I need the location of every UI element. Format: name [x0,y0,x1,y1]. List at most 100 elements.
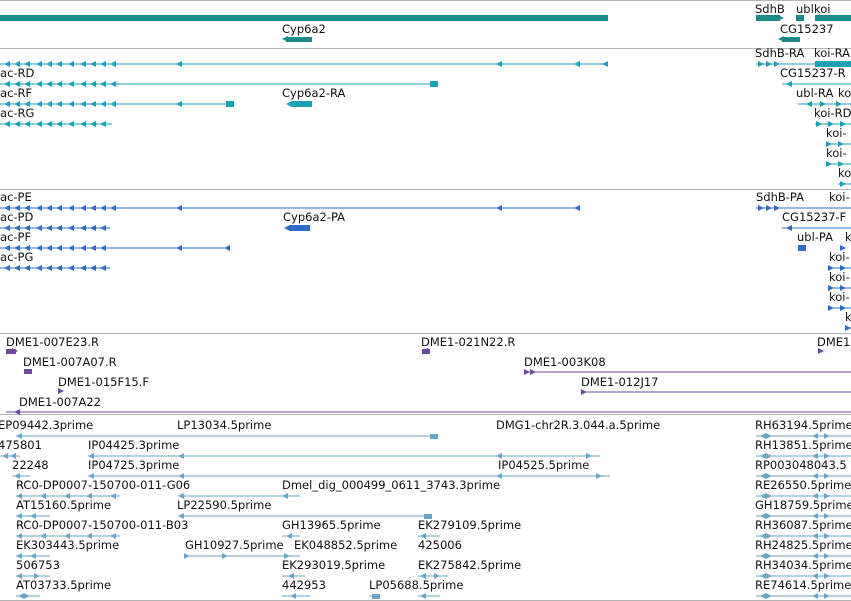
est-label[interactable]: 475801 [0,438,42,452]
strand-arrow [68,81,74,87]
transcript-label[interactable]: SdhB-RA [755,46,805,60]
protein-label[interactable]: koi- [829,250,850,264]
feature-block [756,15,780,21]
protein-label[interactable]: oac-PG [0,250,34,264]
est-label[interactable]: EK048852.5prime [294,538,398,552]
strand-arrow [4,61,10,67]
est-label[interactable]: 506753 [16,558,60,572]
est-label[interactable]: EP09442.3prime [0,418,94,432]
est-label[interactable]: RP003048043.5 [755,458,847,472]
strand-arrow [24,205,30,211]
est-label[interactable]: Dmel_dig_000499_0611_3743.3prime [282,478,501,492]
strand-arrow [766,61,772,67]
strand-arrow [824,433,830,439]
est-label[interactable]: GH13965.5prime [282,518,381,532]
transcript-label[interactable]: oac-RF [0,86,33,100]
protein-label[interactable]: oac-PD [0,210,34,224]
protein-label[interactable]: oac-PE [0,190,32,204]
est-label[interactable]: RH24825.5prime [755,538,851,552]
protein-label[interactable]: koi- [829,190,850,204]
est-label[interactable]: IP04725.3prime [88,458,180,472]
protein-label[interactable]: k [845,230,851,244]
transcript-label[interactable]: ko [838,166,851,180]
protein-label[interactable]: oac-PF [0,230,32,244]
est-label[interactable]: 22248 [12,458,49,472]
est-label[interactable]: LP13034.5prime [177,418,272,432]
est-label[interactable]: RH63194.5prime [755,418,851,432]
transcript-label[interactable]: koi- [826,146,847,160]
strand-arrow [586,453,592,459]
strand-arrow [90,205,96,211]
est-label[interactable]: LP22590.5prime [177,498,272,512]
strand-arrow [12,348,18,354]
strand-arrow [110,61,116,67]
protein-label[interactable]: k [845,310,851,324]
est-label[interactable]: 425006 [418,538,462,552]
protein-label[interactable]: SdhB-PA [756,190,804,204]
est-label[interactable]: LP05688.5prime [369,578,464,592]
bac-label[interactable]: DME1-015F15.F [58,375,149,389]
est-label[interactable]: EK293019.5prime [282,558,386,572]
gene-label-koi[interactable]: koi [814,2,831,16]
bac-label[interactable]: DME1-003K08 [524,355,606,369]
transcript-label[interactable]: ubl-RA [796,86,834,100]
gene-label-ubl[interactable]: ubl [796,2,814,16]
protein-label[interactable]: ubl-PA [797,230,833,244]
est-label[interactable]: DMG1-chr2R.3.044.a.5prime [496,418,661,432]
est-label[interactable]: IP04425.3prime [88,438,180,452]
est-label[interactable]: AT15160.5prime [16,498,112,512]
strand-arrow [80,101,86,107]
protein-label[interactable]: koi- [829,270,850,284]
transcript-label[interactable]: ko [838,86,851,100]
transcript-label[interactable]: oac-RD [0,66,35,80]
est-label[interactable]: EK303443.5prime [16,538,120,552]
est-label[interactable]: AT03733.5prime [16,578,112,592]
bac-label[interactable]: DME1-021N22.R [421,335,516,349]
est-label[interactable]: IP04525.5prime [498,458,590,472]
est-label[interactable]: RE74614.5prime [755,578,851,592]
transcript-label[interactable]: koi-RD [814,106,851,120]
bac-label[interactable]: DME1-012J17 [581,375,659,389]
strand-arrow [766,513,772,519]
transcript-label[interactable]: koi-RA [814,46,851,60]
strand-arrow [36,265,42,271]
transcript-label[interactable]: CG15237-R [780,66,846,80]
gene-label-sdhb[interactable]: SdhB [755,2,785,16]
feature-block [372,594,380,599]
protein-label[interactable]: koi- [829,290,850,304]
est-label[interactable]: RH36087.5prime [755,518,851,532]
strand-arrow [4,205,10,211]
transcript-label[interactable]: oac-RG [0,106,35,120]
bac-label[interactable]: DME1-007A22 [19,395,101,409]
gene-label-cg15237[interactable]: CG15237 [780,22,834,36]
bac-label[interactable]: DME1-007A07.R [23,355,117,369]
transcript-label[interactable]: Cyp6a2-RA [282,86,346,100]
feature-block [796,15,804,21]
bac-label[interactable]: DME1-007E23.R [6,335,100,349]
strand-arrow [24,101,30,107]
est-label[interactable]: RC0-DP0007-150700-011-G06 [16,478,191,492]
gene-label-cyp6a2[interactable]: Cyp6a2 [282,22,326,36]
est-label[interactable]: RH13851.5prime [755,438,851,452]
strand-arrow [824,473,830,479]
protein-label[interactable]: CG15237-F [782,210,847,224]
strand-arrow [496,453,502,459]
est-label[interactable]: EK275842.5prime [418,558,522,572]
transcript-label[interactable]: koi- [826,126,847,140]
est-label[interactable]: 442953 [282,578,326,592]
strand-arrow [840,245,846,251]
est-label[interactable]: EK279109.5prime [418,518,522,532]
strand-arrow [284,225,290,231]
est-label[interactable]: RC0-DP0007-150700-011-B03 [16,518,189,532]
est-label[interactable]: RH34034.5prime [755,558,851,572]
bac-label[interactable]: DME1 [817,335,851,349]
strand-arrow [286,101,292,107]
protein-label[interactable]: Cyp6a2-PA [283,210,346,224]
est-label[interactable]: GH10927.5prime [185,538,284,552]
strand-arrow [14,265,20,271]
strand-arrow [68,205,74,211]
est-label[interactable]: RE26550.5prime [755,478,851,492]
est-label[interactable]: GH18759.5prime [755,498,851,512]
strand-arrow [812,533,818,539]
